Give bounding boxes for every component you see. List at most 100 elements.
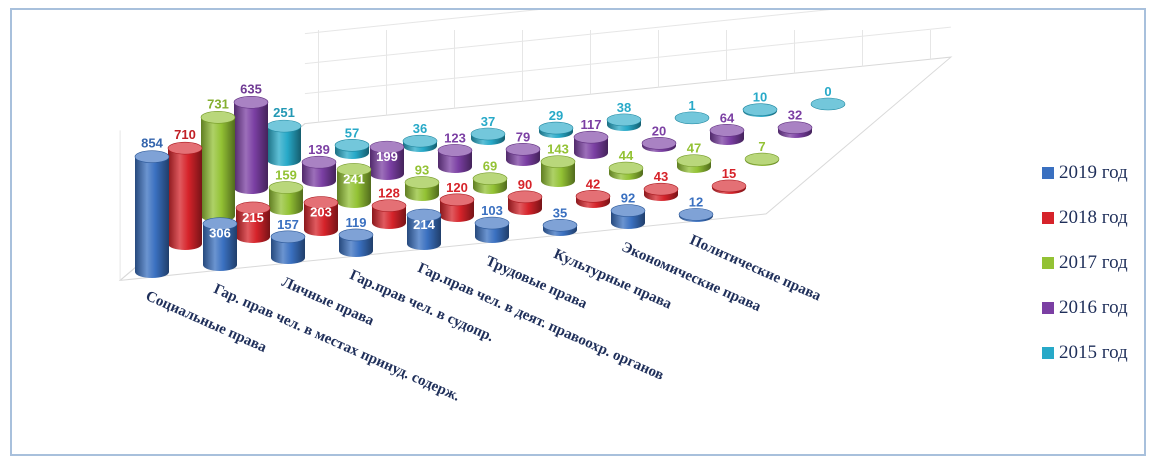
bar-top	[610, 204, 646, 217]
legend-item: 2015 год	[1042, 330, 1128, 375]
legend-swatch	[1042, 211, 1054, 224]
bar	[542, 218, 578, 236]
bar-top	[507, 190, 543, 204]
bar-body	[304, 202, 338, 236]
value-label: 29	[549, 108, 563, 123]
bar	[610, 204, 646, 229]
category-label: Гар.прав чел. в судопр.	[347, 267, 496, 345]
bar-top	[709, 124, 745, 137]
bar	[406, 208, 442, 250]
bar	[270, 230, 306, 264]
bar-top	[573, 130, 609, 144]
value-label: 93	[415, 162, 429, 177]
bar-top	[268, 181, 304, 194]
bar-body	[269, 187, 303, 215]
bar-body	[438, 150, 472, 173]
bars	[134, 95, 846, 278]
value-label: 44	[619, 148, 634, 163]
bar-top	[233, 95, 269, 109]
bar-top	[338, 228, 374, 242]
bar	[268, 181, 304, 215]
value-label: 731	[207, 96, 229, 111]
legend-item: 2018 год	[1042, 195, 1128, 240]
bar	[474, 216, 510, 243]
grid-line	[304, 10, 540, 35]
bar-body	[168, 148, 202, 250]
bar-top	[777, 121, 813, 134]
value-label: 12	[689, 194, 703, 209]
bar	[472, 172, 508, 194]
value-label: 119	[346, 215, 367, 230]
value-label: 635	[240, 81, 262, 96]
bar-top	[474, 216, 510, 230]
value-label: 47	[687, 141, 701, 156]
bar-top	[472, 172, 508, 185]
bar	[369, 140, 405, 180]
bar-top	[678, 208, 714, 221]
bar-body	[236, 207, 270, 243]
bar-top	[439, 193, 475, 207]
value-label: 203	[310, 205, 332, 220]
bar	[338, 228, 374, 257]
bar-top	[742, 103, 778, 116]
bar-top	[202, 217, 238, 230]
legend-swatch	[1042, 166, 1054, 179]
chart-area: 0 10 1 38 29 37 36 57 251 32 64 20 117 79 123 199 139 635…	[118, 10, 953, 405]
value-label: 215	[242, 210, 264, 225]
bar	[167, 141, 203, 250]
bar-body	[370, 147, 404, 180]
chart-frame: 0 10 1 38 29 37 36 57 251 32 64 20 117 79 123 199 139 635…	[10, 8, 1146, 456]
legend-swatch	[1042, 346, 1054, 359]
value-label: 36	[413, 121, 427, 136]
bar-top	[606, 113, 642, 127]
bar-top	[266, 119, 302, 133]
bar-top	[404, 176, 440, 189]
bar	[777, 121, 813, 138]
legend-label: 2015 год	[1059, 341, 1128, 363]
legend-item: 2017 год	[1042, 240, 1128, 285]
bar-top	[575, 190, 611, 203]
grid-line	[304, 26, 951, 95]
bar-top	[538, 121, 574, 135]
legend-swatch	[1042, 256, 1054, 269]
bar	[575, 190, 611, 208]
bar-body	[302, 162, 336, 187]
bar-body	[541, 161, 575, 187]
value-label: 69	[483, 159, 497, 174]
bar	[134, 150, 170, 278]
bar-top	[402, 134, 438, 148]
bar	[505, 143, 541, 166]
bar	[235, 201, 271, 243]
legend-label: 2018 год	[1059, 206, 1128, 228]
legend-label: 2019 год	[1059, 161, 1128, 183]
bar-top	[470, 127, 506, 141]
bar	[744, 152, 780, 166]
bar	[674, 111, 710, 125]
bar	[202, 217, 238, 271]
value-label: 32	[788, 108, 802, 123]
value-label: 214	[413, 217, 435, 232]
bar-body	[203, 223, 237, 271]
bar-top	[369, 140, 405, 154]
bar-top	[641, 137, 677, 150]
bar	[470, 127, 506, 145]
bar-top	[810, 97, 846, 111]
bar-top	[334, 139, 370, 152]
value-label: 37	[481, 114, 495, 129]
bar	[742, 103, 778, 117]
value-label: 128	[378, 186, 400, 201]
bar	[538, 121, 574, 138]
bar-body	[271, 236, 305, 264]
bar	[810, 97, 846, 111]
bar-body	[372, 205, 406, 229]
value-label: 64	[720, 110, 735, 125]
bar-body	[337, 169, 371, 208]
value-label: 90	[518, 177, 532, 192]
bar-top	[134, 150, 170, 164]
value-label: 139	[308, 142, 330, 157]
bar	[402, 134, 438, 152]
bar	[709, 124, 745, 145]
bar	[439, 193, 475, 222]
value-label: 117	[581, 117, 602, 132]
bar-top	[406, 208, 442, 222]
